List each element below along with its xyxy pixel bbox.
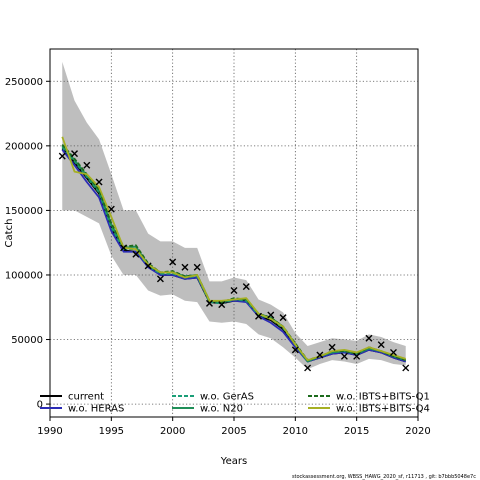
x-tick-label: 1990: [37, 426, 62, 437]
observed-point: [205, 299, 213, 307]
observed-point: [230, 286, 238, 294]
observed-point-stroke: [316, 351, 324, 359]
observed-point-stroke: [83, 161, 91, 169]
observed-point: [328, 343, 336, 351]
y-tick-label: 200000: [5, 141, 43, 152]
observed-point: [120, 244, 128, 252]
observed-point-stroke: [353, 352, 361, 360]
observed-point-stroke: [132, 250, 140, 258]
observed-point-stroke: [267, 311, 275, 319]
observed-point: [169, 258, 177, 266]
observed-point: [340, 352, 348, 360]
plot-area: [49, 48, 419, 418]
observed-point: [132, 250, 140, 258]
x-axis-title: Years: [220, 456, 247, 467]
legend-label: w.o. GerAS: [200, 392, 254, 403]
observed-point: [316, 351, 324, 359]
observed-point-stroke: [328, 343, 336, 351]
observed-point-stroke: [291, 346, 299, 354]
x-tick-label: 2015: [344, 426, 369, 437]
observed-point-stroke: [279, 314, 287, 322]
observed-point-stroke: [242, 283, 250, 291]
series-line: [61, 136, 407, 362]
legend-item: w.o. IBTS+BITS-Q4: [308, 404, 430, 415]
observed-point: [95, 178, 103, 186]
legend-item: w.o. IBTS+BITS-Q1: [308, 392, 430, 403]
observed-point-stroke: [230, 286, 238, 294]
observed-point: [365, 334, 373, 342]
y-tick-label: 250000: [5, 77, 43, 88]
observed-point: [144, 262, 152, 270]
observed-point-stroke: [181, 263, 189, 271]
observed-point-stroke: [193, 263, 201, 271]
observed-point: [218, 301, 226, 309]
observed-point-stroke: [218, 301, 226, 309]
x-tick-label: 2005: [221, 426, 246, 437]
legend-label: w.o. N20: [200, 404, 243, 415]
observed-point: [267, 311, 275, 319]
legend-label: current: [68, 392, 104, 403]
series-line: [61, 149, 407, 363]
observed-point: [71, 150, 79, 158]
observed-point-stroke: [71, 150, 79, 158]
observed-point: [304, 364, 312, 372]
observed-point: [279, 314, 287, 322]
x-tick-label: 2020: [405, 426, 430, 437]
legend-item: w.o. GerAS: [172, 392, 254, 403]
observed-point: [377, 341, 385, 349]
observed-point-stroke: [205, 299, 213, 307]
observed-point-stroke: [58, 152, 66, 160]
x-axis: 1990 1995 2000 2005 2010 2015 2020: [37, 417, 431, 437]
observed-point-stroke: [389, 348, 397, 356]
observed-point-stroke: [365, 334, 373, 342]
y-axis: 0 50000 100000 150000 200000 250000: [5, 77, 50, 411]
observed-point: [58, 152, 66, 160]
observed-point-stroke: [156, 275, 164, 283]
y-tick-label: 150000: [5, 206, 43, 217]
x-tick-label: 2010: [283, 426, 308, 437]
observed-point-stroke: [402, 364, 410, 372]
observed-point-stroke: [95, 178, 103, 186]
observed-point-stroke: [304, 364, 312, 372]
observed-point: [353, 352, 361, 360]
observed-point: [389, 348, 397, 356]
observed-point: [181, 263, 189, 271]
legend-item: w.o. N20: [172, 404, 243, 415]
legend-label: w.o. IBTS+BITS-Q1: [336, 392, 430, 403]
observed-point-stroke: [340, 352, 348, 360]
observed-point: [107, 205, 115, 213]
series-layer: [61, 136, 407, 363]
legend-label: w.o. IBTS+BITS-Q4: [336, 404, 430, 415]
observed-point-stroke: [120, 244, 128, 252]
legend-label: w.o. HERAS: [68, 404, 124, 415]
observed-point: [193, 263, 201, 271]
legend-item: w.o. HERAS: [40, 404, 124, 415]
observed-point-stroke: [169, 258, 177, 266]
observed-marker-layer: [58, 150, 410, 372]
footer-credit: stockassessment.org, WBSS_HAWG_2020_sf, …: [292, 474, 476, 480]
observed-point: [83, 161, 91, 169]
legend-item: current: [40, 392, 104, 403]
y-axis-title: Catch: [4, 219, 15, 248]
x-tick-label: 2000: [160, 426, 185, 437]
observed-point: [402, 364, 410, 372]
y-tick-label: 50000: [11, 335, 43, 346]
observed-point-stroke: [107, 205, 115, 213]
observed-point: [291, 346, 299, 354]
observed-point: [156, 275, 164, 283]
x-tick-label: 1995: [99, 426, 124, 437]
observed-point-stroke: [255, 312, 263, 320]
observed-point-stroke: [377, 341, 385, 349]
observed-point-stroke: [144, 262, 152, 270]
y-tick-label: 100000: [5, 270, 43, 281]
y-tick-label: 0: [37, 400, 43, 411]
observed-point: [255, 312, 263, 320]
observed-point: [242, 283, 250, 291]
